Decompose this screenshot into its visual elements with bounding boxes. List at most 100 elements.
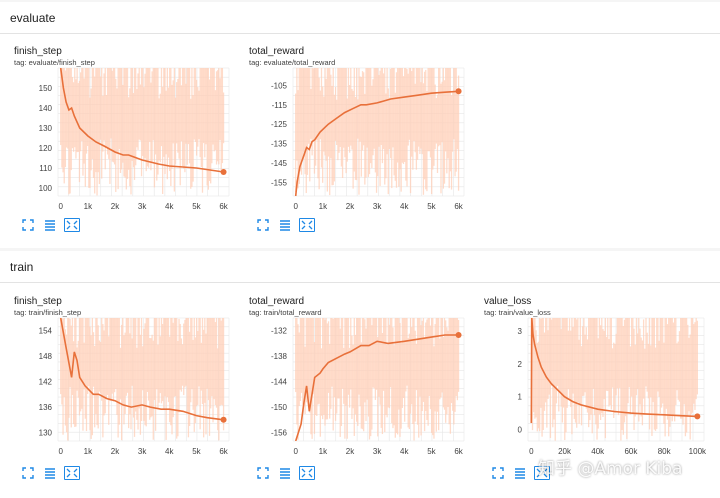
y-tick-label: -150 — [271, 403, 288, 412]
y-tick-label: 142 — [39, 378, 53, 387]
last-value-marker — [455, 331, 462, 338]
chart-tag: tag: train/value_loss — [484, 308, 551, 317]
raw-values — [295, 318, 460, 441]
y-tick-label: 3 — [518, 327, 523, 336]
y-tick-label: -115 — [272, 101, 288, 110]
raw-values — [60, 68, 225, 196]
x-tick-label: 4k — [400, 202, 409, 211]
x-tick-label: 4k — [165, 447, 174, 456]
y-tick-label: -125 — [271, 120, 288, 129]
expand-icon[interactable] — [534, 466, 550, 480]
chart-plot: 0 1 2 3 0 20k 40k 60k 80k 100k — [518, 317, 707, 456]
chart-title: total_reward — [249, 296, 305, 307]
data-table-icon[interactable] — [277, 466, 293, 480]
y-tick-label: 0 — [518, 426, 523, 435]
chart-plot: 130 136 142 148 154 0 1k 2k 3k 4k 5k 6k — [39, 317, 230, 456]
x-tick-label: 1k — [319, 447, 328, 456]
y-tick-label: 2 — [518, 360, 523, 369]
last-value-marker — [694, 413, 701, 420]
x-tick-label: 1k — [84, 447, 93, 456]
x-tick-label: 5k — [192, 202, 201, 211]
chart-title: finish_step — [14, 46, 62, 57]
x-tick-label: 4k — [165, 202, 174, 211]
section-header-evaluate[interactable]: evaluate — [0, 2, 720, 34]
chart-tag: tag: train/finish_step — [14, 308, 82, 317]
x-tick-label: 60k — [624, 447, 638, 456]
chart-plot: -105 -115 -125 -135 -145 -155 0 1k 2k 3k 4k 5k 6k — [271, 67, 465, 211]
y-tick-label: 120 — [39, 144, 53, 153]
x-tick-label: 3k — [373, 447, 382, 456]
x-tick-label: 0 — [58, 202, 63, 211]
chart-title: finish_step — [14, 296, 62, 307]
y-tick-label: 148 — [39, 352, 53, 361]
expand-icon[interactable] — [299, 218, 315, 232]
x-tick-label: 2k — [346, 202, 355, 211]
expand-icon[interactable] — [64, 466, 80, 480]
x-tick-label: 5k — [427, 202, 436, 211]
fit-to-data-icon[interactable] — [20, 218, 36, 232]
y-tick-label: 100 — [39, 184, 53, 193]
section-title: evaluate — [10, 11, 56, 25]
chart-tag: tag: evaluate/total_reward — [249, 58, 336, 67]
data-table-icon[interactable] — [42, 466, 58, 480]
chart-title: total_reward — [249, 46, 305, 57]
chart-plot: -132 -138 -144 -150 -156 0 1k 2k 3k 4k 5k 6k — [271, 317, 465, 456]
x-tick-label: 3k — [373, 202, 382, 211]
raw-values — [60, 318, 225, 441]
fit-to-data-icon[interactable] — [20, 466, 36, 480]
x-tick-label: 0 — [293, 447, 298, 456]
y-tick-label: 154 — [39, 327, 53, 336]
data-table-icon[interactable] — [277, 218, 293, 232]
x-tick-label: 0 — [293, 202, 298, 211]
last-value-marker — [220, 416, 227, 423]
y-tick-label: -156 — [271, 429, 288, 438]
y-tick-label: -155 — [271, 178, 288, 187]
x-tick-label: 6k — [219, 202, 228, 211]
x-tick-label: 40k — [591, 447, 605, 456]
raw-values — [530, 318, 699, 441]
y-tick-label: 150 — [39, 84, 53, 93]
series-line — [59, 68, 224, 173]
x-tick-label: 80k — [658, 447, 672, 456]
x-tick-label: 3k — [138, 447, 147, 456]
expand-icon[interactable] — [64, 218, 80, 232]
y-tick-label: 130 — [39, 124, 53, 133]
section-header-train[interactable]: train — [0, 251, 720, 283]
y-tick-label: 130 — [39, 429, 53, 438]
y-tick-label: 1 — [518, 393, 523, 402]
x-tick-label: 20k — [558, 447, 572, 456]
x-tick-label: 5k — [427, 447, 436, 456]
x-tick-label: 100k — [689, 447, 707, 456]
fit-to-data-icon[interactable] — [255, 218, 271, 232]
expand-icon[interactable] — [299, 466, 315, 480]
y-tick-label: -145 — [271, 159, 288, 168]
chart-tag: tag: train/total_reward — [249, 308, 322, 317]
x-tick-label: 2k — [111, 202, 120, 211]
x-tick-label: 0 — [58, 447, 63, 456]
section-title: train — [10, 260, 34, 274]
series-line — [530, 318, 698, 424]
y-tick-label: -132 — [271, 327, 288, 336]
y-tick-label: 136 — [39, 403, 53, 412]
data-table-icon[interactable] — [42, 218, 58, 232]
x-tick-label: 0 — [529, 447, 534, 456]
chart-plot: 100 110 120 130 140 150 0 1k 2k 3k 4k 5k 6k — [39, 67, 230, 211]
x-tick-label: 3k — [138, 202, 147, 211]
fit-to-data-icon[interactable] — [255, 466, 271, 480]
fit-to-data-icon[interactable] — [490, 466, 506, 480]
series-line — [294, 334, 459, 441]
x-tick-label: 2k — [346, 447, 355, 456]
y-tick-label: -105 — [271, 81, 288, 90]
last-value-marker — [220, 169, 227, 175]
y-tick-label: -135 — [271, 140, 288, 149]
y-tick-label: 140 — [39, 104, 53, 113]
x-tick-label: 6k — [219, 447, 228, 456]
series-line — [294, 90, 459, 196]
data-table-icon[interactable] — [512, 466, 528, 480]
x-tick-label: 1k — [84, 202, 93, 211]
chart-title: value_loss — [484, 296, 532, 307]
last-value-marker — [455, 88, 462, 95]
x-tick-label: 5k — [192, 447, 201, 456]
chart-tag: tag: evaluate/finish_step — [14, 58, 95, 67]
y-tick-label: 110 — [39, 164, 52, 173]
